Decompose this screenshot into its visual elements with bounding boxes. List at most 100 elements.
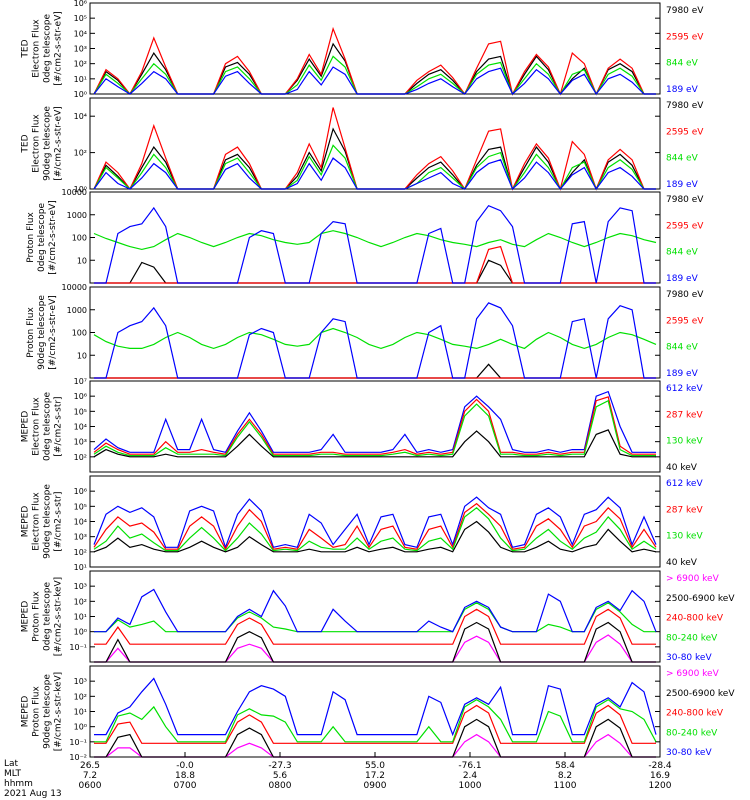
- series-line: [94, 704, 656, 744]
- legend-entry: 80-240 keV: [666, 728, 718, 738]
- y-tick-label: 10³: [74, 45, 87, 54]
- y-axis-label: MEPED: [21, 411, 31, 443]
- panel-frame: [89, 475, 661, 568]
- legend-entry: 2500-6900 keV: [666, 689, 735, 699]
- legend-entry: 2595 eV: [666, 316, 704, 326]
- y-tick-label: 10⁰: [74, 723, 87, 732]
- row-label-lat: Lat: [4, 759, 19, 769]
- panel-frame: [89, 191, 661, 284]
- y-axis-label: 90deg telescope: [43, 106, 53, 181]
- x-tick-mlt: 7.2: [83, 771, 97, 781]
- y-tick-label: 10²: [74, 453, 87, 462]
- y-tick-label: 10⁵: [74, 14, 87, 23]
- y-tick-label: 10⁴: [74, 29, 87, 38]
- legend-entry: 189 eV: [666, 85, 699, 95]
- y-tick-label: 10¹: [74, 563, 87, 572]
- y-tick-label: 10⁰: [74, 628, 87, 637]
- legend-entry: 130 keV: [666, 437, 703, 447]
- y-axis-label: [#/cm2-s-str-eV]: [54, 106, 64, 181]
- y-tick-label: 10²: [74, 60, 87, 69]
- y-axis-label: [#/cm2-s-str]: [54, 491, 64, 551]
- y-tick-label: 10⁶: [74, 392, 87, 401]
- y-tick-label: 10⁻²: [69, 753, 87, 762]
- y-axis-label: Proton Flux: [26, 212, 36, 263]
- y-tick-label: 10¹: [74, 613, 87, 622]
- legend-entry: 80-240 keV: [666, 633, 718, 643]
- panel-frame: [89, 570, 661, 663]
- x-tick-lat: 26.5: [80, 761, 100, 771]
- y-axis-label: 0deg telescope: [37, 203, 47, 273]
- y-tick-label: 10⁶: [74, 0, 87, 8]
- panel-frame: [89, 2, 661, 95]
- series-line: [93, 520, 657, 553]
- series-line: [94, 302, 656, 379]
- row-label-hhmm: hhmm: [4, 779, 33, 789]
- series-line: [94, 718, 656, 758]
- y-axis-label: [#/cm2-s-str-eV]: [54, 11, 64, 86]
- series-line: [94, 259, 656, 284]
- y-tick-label: 10¹: [74, 708, 87, 717]
- x-tick-hhmm: 0600: [79, 781, 102, 791]
- legend-entry: 612 keV: [666, 384, 703, 394]
- y-axis-label: [#/cm2-s-str-keV]: [54, 577, 64, 656]
- date-label: 2021 Aug 13: [4, 789, 62, 799]
- legend-entry: 287 keV: [666, 505, 703, 515]
- y-tick-label: 10³: [74, 438, 87, 447]
- x-tick-mlt: 5.6: [273, 771, 288, 781]
- series-line: [93, 429, 656, 458]
- y-tick-label: 10⁵: [74, 407, 87, 416]
- x-tick-lat: -76.1: [458, 761, 481, 771]
- legend-entry: 240-800 keV: [666, 614, 724, 624]
- x-tick-mlt: 17.2: [365, 771, 385, 781]
- y-tick-label: 10⁴: [74, 423, 87, 432]
- y-tick-label: 10⁴: [74, 112, 87, 121]
- series-line: [94, 245, 656, 284]
- legend-entry: 2595 eV: [666, 221, 704, 231]
- y-tick-label: 10⁻¹: [69, 643, 87, 652]
- series-line: [93, 399, 656, 457]
- y-axis-label: Proton Flux: [32, 686, 42, 737]
- y-axis-label: Proton Flux: [26, 307, 36, 358]
- y-tick-label: 10⁰: [74, 185, 87, 194]
- legend-entry: 130 keV: [666, 532, 703, 542]
- x-tick-lat: 55.0: [365, 761, 385, 771]
- y-tick-label: 10³: [74, 677, 87, 686]
- series-line: [94, 608, 656, 645]
- series-line: [93, 396, 656, 455]
- series-line: [93, 144, 656, 191]
- y-axis-label: Electron Flux: [32, 492, 42, 551]
- legend-entry: 287 keV: [666, 410, 703, 420]
- y-tick-label: 10⁷: [74, 377, 87, 386]
- series-line: [93, 502, 657, 551]
- legend-entry: 189 eV: [666, 180, 699, 190]
- series-line: [93, 66, 656, 96]
- y-tick-label: 10⁰: [74, 90, 87, 99]
- y-tick-label: 10²: [74, 597, 87, 606]
- y-axis-label: [#/cm2-s-str]: [54, 396, 64, 456]
- series-line: [94, 602, 656, 633]
- legend-entry: 40 keV: [666, 463, 698, 473]
- legend-entry: 40 keV: [666, 558, 698, 568]
- y-tick-label: 10⁶: [74, 487, 87, 496]
- panel-frame: [89, 380, 661, 473]
- legend-entry: 189 eV: [666, 274, 699, 284]
- y-tick-label: 10³: [74, 533, 87, 542]
- series-line: [93, 26, 656, 96]
- legend-entry: 844 eV: [666, 343, 699, 353]
- y-tick-label: 100: [72, 329, 87, 338]
- y-axis-label: [#/cm2-s-str-eV]: [48, 200, 58, 275]
- y-tick-label: 10³: [74, 582, 87, 591]
- series-line: [94, 363, 656, 379]
- legend-entry: 2595 eV: [666, 32, 704, 42]
- legend-entry: 7980 eV: [666, 290, 704, 300]
- x-tick-hhmm: 1000: [459, 781, 482, 791]
- x-tick-mlt: 16.9: [650, 771, 670, 781]
- series-line: [93, 230, 657, 251]
- y-tick-label: 10²: [74, 548, 87, 557]
- legend-entry: 844 eV: [666, 59, 699, 69]
- y-tick-label: 10⁵: [74, 502, 87, 511]
- legend-entry: 240-800 keV: [666, 709, 724, 719]
- y-tick-label: 100: [72, 234, 87, 243]
- series-line: [93, 55, 656, 96]
